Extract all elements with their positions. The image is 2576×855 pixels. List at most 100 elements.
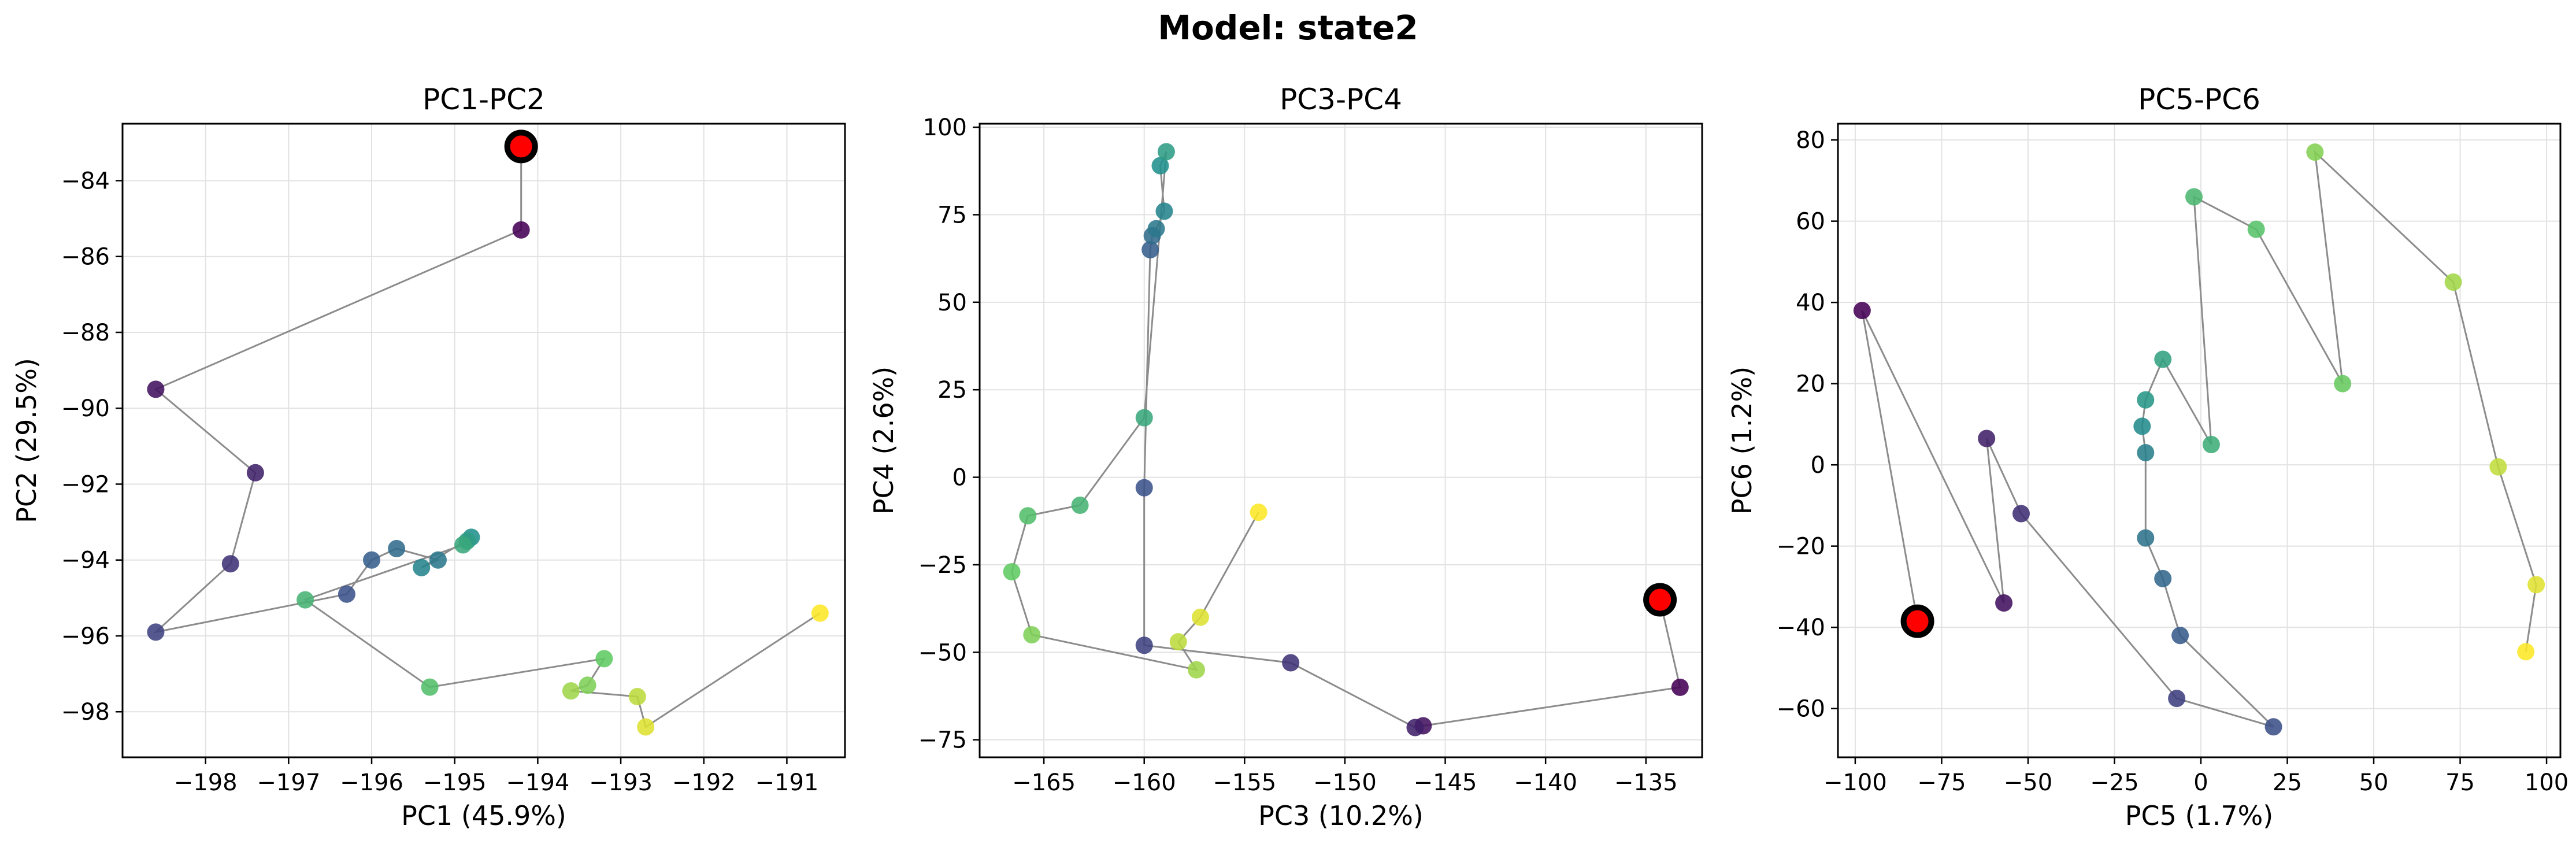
x-tick-label: −193 xyxy=(589,769,653,796)
y-tick-label: −25 xyxy=(918,552,967,579)
data-point xyxy=(454,536,472,554)
data-point xyxy=(1671,678,1689,696)
y-tick-label: 40 xyxy=(1796,290,1825,316)
y-tick-label: 60 xyxy=(1796,209,1825,235)
trajectory-line xyxy=(153,146,821,728)
x-tick-label: 100 xyxy=(2525,769,2568,796)
data-point xyxy=(512,221,530,239)
data-point xyxy=(1169,633,1187,651)
axes-frame xyxy=(121,123,846,758)
y-axis-label: PC4 (2.6%) xyxy=(868,367,899,515)
x-tick-label: −100 xyxy=(1823,769,1887,796)
axes-frame xyxy=(1837,123,2562,758)
x-tick-label: −195 xyxy=(423,769,487,796)
y-tick-label: −98 xyxy=(61,699,110,726)
y-tick-label: −60 xyxy=(1777,696,1825,723)
x-tick-label: −192 xyxy=(672,769,736,796)
x-tick-label: −75 xyxy=(1917,769,1966,796)
y-tick-label: −20 xyxy=(1777,534,1825,560)
y-axis-label: PC2 (29.5%) xyxy=(11,358,42,523)
y-tick-label: 80 xyxy=(1796,127,1825,154)
y-tick-label: −88 xyxy=(61,320,110,346)
data-point xyxy=(2264,718,2282,736)
data-point xyxy=(579,676,596,694)
data-point xyxy=(637,718,655,736)
data-point xyxy=(1147,220,1165,238)
data-point xyxy=(2137,391,2155,409)
data-point xyxy=(1157,143,1175,161)
x-tick-label: 75 xyxy=(2445,769,2475,796)
data-point xyxy=(1188,661,1205,679)
data-point xyxy=(1995,594,2013,612)
data-point xyxy=(147,380,165,398)
data-point xyxy=(2444,273,2462,291)
data-point xyxy=(1135,409,1153,427)
data-point xyxy=(363,551,381,569)
x-tick-label: −25 xyxy=(2090,769,2138,796)
data-point xyxy=(2171,627,2189,645)
axes-frame xyxy=(978,123,1703,758)
data-point xyxy=(2489,458,2507,476)
y-tick-label: 100 xyxy=(923,114,967,141)
data-point xyxy=(2137,444,2155,462)
x-tick-label: −197 xyxy=(257,769,320,796)
panel-pc5-pc6: −100 −75 −50 −25 0 25 50 75 100 −60 −40 −20 0 20 40 60 8… xyxy=(1726,83,2568,831)
panel-pc3-pc4: −165 −160 −155 −150 −145 −140 −135 −75 −50 −25 0 25… xyxy=(868,83,1703,831)
data-point xyxy=(2168,690,2186,708)
data-point xyxy=(413,558,431,576)
x-tick-label: −135 xyxy=(1614,769,1678,796)
y-tick-label: 20 xyxy=(1796,371,1825,398)
x-tick-label: −194 xyxy=(506,769,569,796)
highlight-marker xyxy=(1643,583,1677,617)
data-point xyxy=(2154,569,2172,587)
data-point xyxy=(1406,719,1424,736)
data-point xyxy=(1853,302,1871,320)
data-point xyxy=(1155,202,1173,220)
trajectory-line xyxy=(1011,151,1681,729)
data-point xyxy=(388,540,406,558)
data-point xyxy=(628,687,646,705)
y-tick-label: −84 xyxy=(61,168,110,194)
data-point xyxy=(1003,563,1021,581)
data-point xyxy=(811,604,829,622)
highlight-marker xyxy=(504,129,538,164)
data-point xyxy=(2185,188,2203,206)
data-point xyxy=(1135,479,1153,497)
y-tick-label: −40 xyxy=(1777,615,1825,641)
data-point xyxy=(2012,505,2030,523)
y-tick-label: 0 xyxy=(1811,452,1825,479)
data-point xyxy=(1141,240,1159,258)
data-point xyxy=(429,551,447,569)
y-tick-label: −50 xyxy=(918,639,967,666)
panel-pc1-pc2: −198 −197 −196 −195 −194 −193 −192 −191 −98 −96 −9… xyxy=(11,83,846,831)
data-point xyxy=(1019,507,1037,525)
x-tick-label: −198 xyxy=(174,769,238,796)
data-point xyxy=(2247,220,2265,238)
data-point xyxy=(2527,576,2545,594)
y-tick-label: 0 xyxy=(952,465,967,491)
x-tick-label: −165 xyxy=(1012,769,1076,796)
x-axis-label: PC1 (45.9%) xyxy=(401,800,566,831)
x-tick-label: −196 xyxy=(340,769,403,796)
y-tick-label: 25 xyxy=(937,377,967,404)
data-point xyxy=(2202,436,2220,454)
trajectory-line xyxy=(1861,150,2537,728)
data-point xyxy=(2517,643,2535,661)
x-tick-label: −140 xyxy=(1514,769,1577,796)
x-tick-label: −191 xyxy=(755,769,818,796)
highlight-marker xyxy=(1900,604,1934,638)
x-tick-label: 0 xyxy=(2193,769,2208,796)
data-point xyxy=(1023,626,1041,644)
y-tick-label: −96 xyxy=(61,623,110,650)
data-point xyxy=(221,555,239,573)
panel-title: PC1-PC2 xyxy=(422,83,545,116)
data-point xyxy=(2133,417,2151,435)
data-point xyxy=(338,585,355,603)
data-point xyxy=(1071,497,1089,515)
y-axis-label: PC6 (1.2%) xyxy=(1726,367,1758,515)
x-tick-label: 25 xyxy=(2273,769,2302,796)
x-axis-label: PC5 (1.7%) xyxy=(2125,800,2274,831)
data-point xyxy=(2306,143,2324,161)
data-point xyxy=(1282,654,1300,672)
